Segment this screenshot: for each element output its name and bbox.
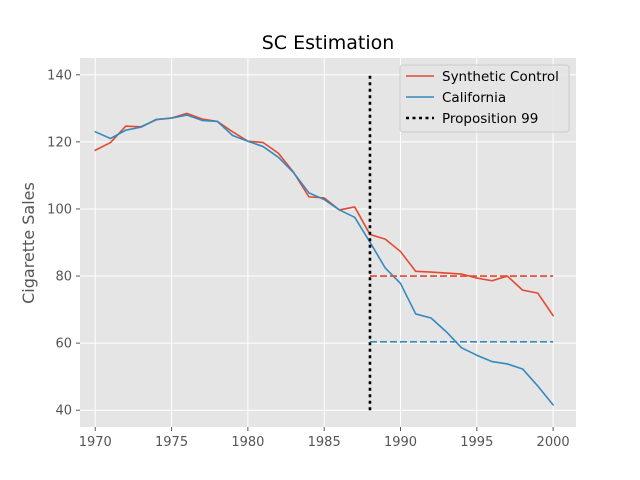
x-tick-label: 1975 <box>155 435 188 450</box>
x-tick-label: 2000 <box>537 435 570 450</box>
y-tick-label: 60 <box>55 337 72 352</box>
x-tick-label: 1985 <box>308 435 341 450</box>
x-tick-label: 1970 <box>79 435 112 450</box>
y-tick-label: 80 <box>55 270 72 285</box>
y-tick-label: 120 <box>47 135 72 150</box>
legend-label: California <box>442 90 506 106</box>
y-tick-label: 40 <box>55 404 72 419</box>
y-axis-label: Cigarette Sales <box>19 182 38 304</box>
legend-label: Synthetic Control <box>442 69 559 85</box>
chart-title: SC Estimation <box>262 32 395 54</box>
x-axis: 1970 1975 1980 1985 1990 1995 2000 <box>79 427 570 450</box>
y-axis: 40 60 80 100 120 140 <box>47 68 80 419</box>
reference-lines <box>368 74 554 411</box>
x-tick-label: 1990 <box>384 435 417 450</box>
legend-label: Proposition 99 <box>442 111 538 127</box>
series-layer <box>94 112 554 406</box>
y-tick-label: 100 <box>47 202 72 217</box>
x-tick-label: 1995 <box>460 435 493 450</box>
legend: Synthetic Control California Proposition 9… <box>399 64 570 133</box>
y-tick-label: 140 <box>47 68 72 83</box>
x-tick-label: 1980 <box>231 435 264 450</box>
series-line-california <box>94 114 554 406</box>
legend-box <box>399 64 570 133</box>
